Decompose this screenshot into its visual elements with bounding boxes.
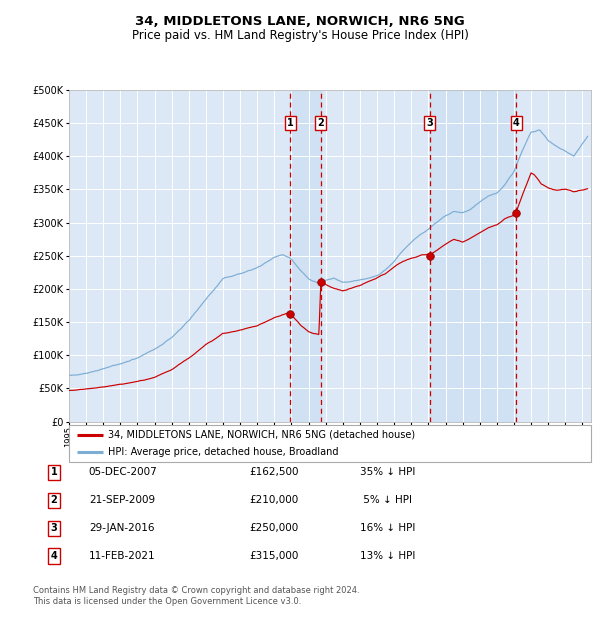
Bar [290,90,321,422]
Text: 11-FEB-2021: 11-FEB-2021 [89,551,155,561]
Text: 2: 2 [50,495,58,505]
Text: 5% ↓ HPI: 5% ↓ HPI [360,495,412,505]
Text: 29-JAN-2016: 29-JAN-2016 [89,523,154,533]
Text: 4: 4 [50,551,58,561]
Text: Price paid vs. HM Land Registry's House Price Index (HPI): Price paid vs. HM Land Registry's House … [131,30,469,42]
Text: Contains HM Land Registry data © Crown copyright and database right 2024.: Contains HM Land Registry data © Crown c… [33,586,359,595]
Text: 34, MIDDLETONS LANE, NORWICH, NR6 5NG: 34, MIDDLETONS LANE, NORWICH, NR6 5NG [135,16,465,28]
Text: £162,500: £162,500 [249,467,299,477]
Text: 13% ↓ HPI: 13% ↓ HPI [360,551,415,561]
Text: £250,000: £250,000 [249,523,298,533]
Text: £315,000: £315,000 [249,551,298,561]
Text: 1: 1 [50,467,58,477]
Text: 3: 3 [50,523,58,533]
Text: 4: 4 [512,118,520,128]
Text: 35% ↓ HPI: 35% ↓ HPI [360,467,415,477]
Text: 16% ↓ HPI: 16% ↓ HPI [360,523,415,533]
Text: 1: 1 [287,118,293,128]
Text: 21-SEP-2009: 21-SEP-2009 [89,495,155,505]
Text: £210,000: £210,000 [249,495,298,505]
Text: 34, MIDDLETONS LANE, NORWICH, NR6 5NG (detached house): 34, MIDDLETONS LANE, NORWICH, NR6 5NG (d… [108,430,415,440]
Text: 2: 2 [317,118,325,128]
Text: 3: 3 [427,118,433,128]
Text: 05-DEC-2007: 05-DEC-2007 [89,467,158,477]
Bar [430,90,516,422]
FancyBboxPatch shape [69,425,591,462]
Text: This data is licensed under the Open Government Licence v3.0.: This data is licensed under the Open Gov… [33,597,301,606]
Text: HPI: Average price, detached house, Broadland: HPI: Average price, detached house, Broa… [108,447,338,457]
